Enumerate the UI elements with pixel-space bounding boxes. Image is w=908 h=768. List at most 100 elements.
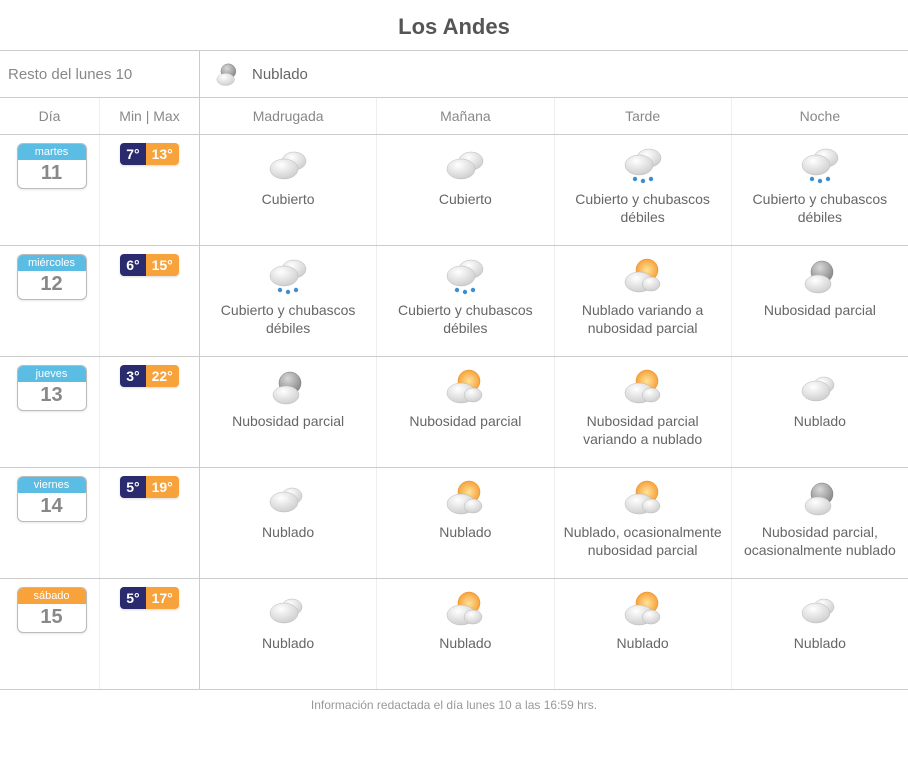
temp-max: 15° (146, 254, 179, 276)
cloudy-icon (266, 476, 310, 520)
period-desc: Cubierto y chubascos débiles (383, 302, 547, 337)
period-cell: Nubosidad parcial, ocasionalmente nublad… (732, 468, 908, 578)
period-desc: Nublado (439, 635, 491, 653)
header-madrugada: Madrugada (200, 98, 377, 134)
period-cell: Cubierto y chubascos débiles (555, 135, 732, 245)
cloudy-icon (266, 587, 310, 631)
period-cell: Nubosidad parcial (732, 246, 908, 356)
temp-min: 3° (120, 365, 145, 387)
temp-cell: 5°19° (100, 468, 200, 578)
header-tarde: Tarde (555, 98, 732, 134)
period-cell: Cubierto (377, 135, 554, 245)
temp-max: 17° (146, 587, 179, 609)
header-manana: Mañana (377, 98, 554, 134)
current-condition: Nublado (200, 51, 908, 97)
temp-min: 5° (120, 587, 145, 609)
day-name: sábado (18, 588, 86, 604)
day-badge: miércoles12 (17, 254, 87, 300)
overcast-icon (266, 143, 310, 187)
period-cell: Nublado, ocasionalmente nubosidad parcia… (555, 468, 732, 578)
day-number: 11 (41, 160, 62, 188)
temp-badge: 3°22° (120, 365, 179, 387)
showers-icon (621, 143, 665, 187)
cloudy-icon (798, 587, 842, 631)
period-cell: Nublado (200, 468, 377, 578)
sun-cloud-icon (443, 476, 487, 520)
period-desc: Nubosidad parcial (764, 302, 876, 320)
cloudy-icon (798, 365, 842, 409)
current-icon (212, 59, 242, 89)
period-desc: Nublado (262, 635, 314, 653)
period-cell: Nublado (732, 357, 908, 467)
period-cell: Nublado (555, 579, 732, 689)
period-desc: Nublado (794, 635, 846, 653)
partly-cloudy-night-icon (798, 254, 842, 298)
period-desc: Cubierto (262, 191, 315, 209)
temp-badge: 5°17° (120, 587, 179, 609)
temp-cell: 5°17° (100, 579, 200, 689)
period-cell: Cubierto y chubascos débiles (377, 246, 554, 356)
period-desc: Nublado, ocasionalmente nubosidad parcia… (561, 524, 725, 559)
current-conditions-row: Resto del lunes 10 Nublado (0, 51, 908, 98)
period-cell: Cubierto (200, 135, 377, 245)
sun-cloud-icon (443, 365, 487, 409)
period-desc: Cubierto y chubascos débiles (206, 302, 370, 337)
period-cell: Nubosidad parcial variando a nublado (555, 357, 732, 467)
header-row: Día Min | Max Madrugada Mañana Tarde Noc… (0, 98, 908, 135)
period-cell: Nublado variando a nubosidad parcial (555, 246, 732, 356)
period-desc: Nublado (439, 524, 491, 542)
period-desc: Cubierto y chubascos débiles (738, 191, 902, 226)
forecast-row: viernes14 5°19° Nublado Nublado Nublado, oca… (0, 468, 908, 579)
period-desc: Nublado (617, 635, 669, 653)
period-cell: Cubierto y chubascos débiles (200, 246, 377, 356)
day-name: jueves (18, 366, 86, 382)
day-badge: martes11 (17, 143, 87, 189)
day-name: viernes (18, 477, 86, 493)
temp-min: 7° (120, 143, 145, 165)
location-title: Los Andes (0, 0, 908, 50)
footer-note: Información redactada el día lunes 10 a … (0, 690, 908, 724)
day-badge: sábado15 (17, 587, 87, 633)
period-desc: Cubierto y chubascos débiles (561, 191, 725, 226)
temp-cell: 6°15° (100, 246, 200, 356)
day-number: 12 (40, 271, 62, 299)
period-cell: Cubierto y chubascos débiles (732, 135, 908, 245)
header-day: Día (0, 98, 100, 134)
showers-icon (443, 254, 487, 298)
day-number: 13 (40, 382, 62, 410)
period-cell: Nublado (732, 579, 908, 689)
partly-cloudy-night-icon (266, 365, 310, 409)
temp-badge: 7°13° (120, 143, 179, 165)
forecast-row: jueves13 3°22° Nubosidad parcial Nubosidad … (0, 357, 908, 468)
period-desc: Nubosidad parcial (232, 413, 344, 431)
forecast-row: sábado15 5°17° Nublado Nublado Nublado Nublad… (0, 579, 908, 690)
sun-cloud-icon (621, 254, 665, 298)
showers-icon (798, 143, 842, 187)
current-day-label: Resto del lunes 10 (0, 51, 200, 97)
day-badge: viernes14 (17, 476, 87, 522)
temp-max: 13° (146, 143, 179, 165)
period-cell: Nubosidad parcial (200, 357, 377, 467)
temp-min: 6° (120, 254, 145, 276)
period-desc: Nubosidad parcial (409, 413, 521, 431)
sun-cloud-icon (621, 476, 665, 520)
partly-cloudy-night-icon (798, 476, 842, 520)
sun-cloud-icon (621, 587, 665, 631)
period-cell: Nublado (200, 579, 377, 689)
header-temp: Min | Max (100, 98, 200, 134)
day-name: miércoles (18, 255, 86, 271)
temp-cell: 7°13° (100, 135, 200, 245)
period-cell: Nublado (377, 468, 554, 578)
temp-max: 19° (146, 476, 179, 498)
period-desc: Nublado variando a nubosidad parcial (561, 302, 725, 337)
period-desc: Nubosidad parcial variando a nublado (561, 413, 725, 448)
day-cell: viernes14 (0, 468, 100, 578)
forecast-body: martes117°13°CubiertoCubiertoCubierto y … (0, 135, 908, 690)
current-condition-text: Nublado (252, 66, 308, 83)
period-desc: Nubosidad parcial, ocasionalmente nublad… (738, 524, 902, 559)
day-cell: miércoles12 (0, 246, 100, 356)
temp-badge: 5°19° (120, 476, 179, 498)
day-cell: jueves13 (0, 357, 100, 467)
day-number: 14 (40, 493, 62, 521)
forecast-row: miércoles126°15°Cubierto y chubascos déb… (0, 246, 908, 357)
